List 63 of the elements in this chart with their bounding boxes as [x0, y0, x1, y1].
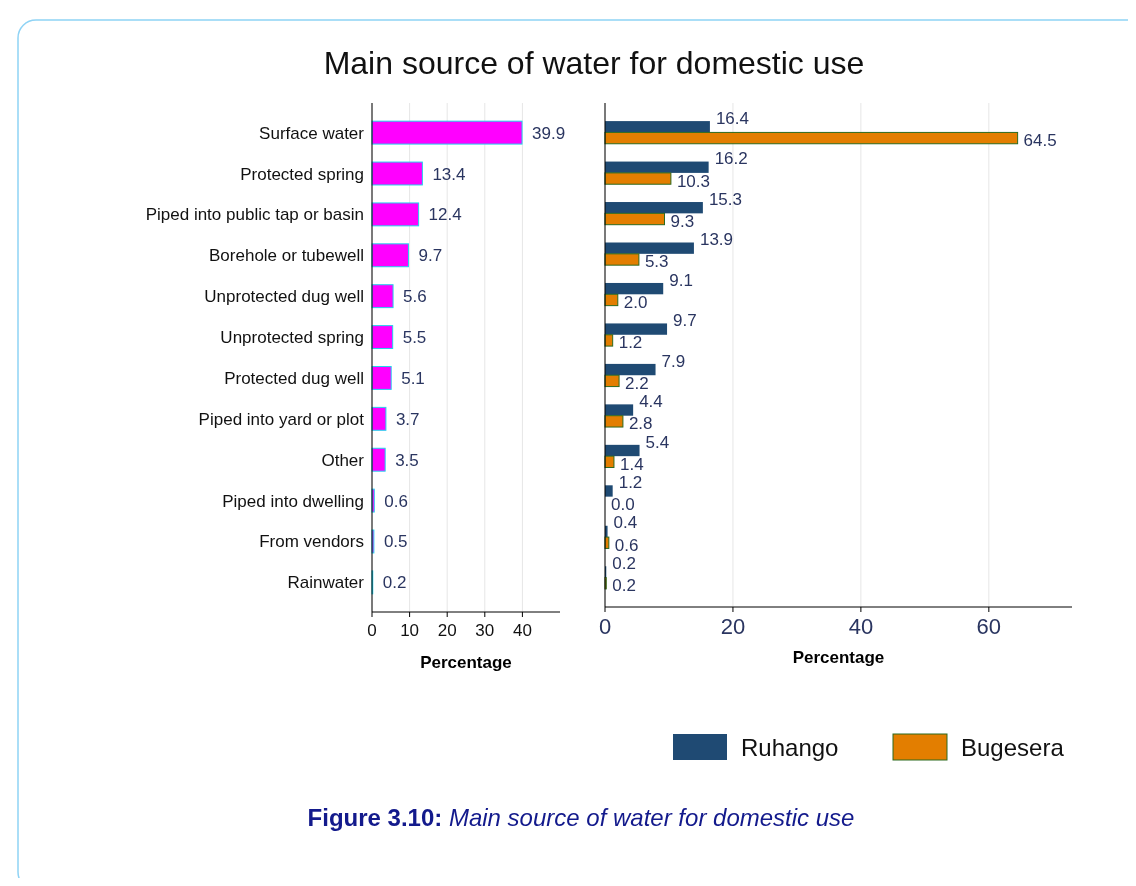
data-label: 1.2 [618, 472, 643, 492]
caption: Figure 3.10: Main source of water for domestic use [307, 804, 855, 831]
x-tick-label: 10 [400, 621, 420, 640]
x-tick-label: 0 [367, 621, 377, 640]
data-label: 16.4 [715, 108, 750, 128]
data-label: 9.3 [670, 212, 695, 232]
y-tick-label: Other [321, 450, 365, 470]
data-label: 9.1 [669, 270, 693, 290]
x-tick-label: 40 [848, 614, 874, 639]
data-label: 2.8 [628, 414, 653, 434]
y-tick-label: Unprotected dug well [204, 287, 364, 307]
y-tick-label: Piped into dwelling [222, 491, 364, 511]
data-label: 5.3 [644, 252, 669, 272]
data-label: 9.7 [673, 311, 697, 331]
data-label: 9.7 [418, 246, 443, 266]
data-label: 12.4 [428, 205, 462, 225]
data-label: 15.3 [708, 189, 742, 209]
data-label: 0.6 [614, 535, 639, 555]
x-axis-title: Percentage [420, 653, 512, 672]
data-label: 4.4 [639, 392, 663, 412]
data-label: 0.2 [612, 553, 636, 573]
data-label: 16.2 [714, 149, 748, 169]
y-tick-label: Unprotected spring [220, 328, 364, 348]
data-label: 7.9 [661, 351, 686, 371]
x-tick-label: 60 [976, 614, 1002, 639]
x-axis-title: Percentage [792, 648, 885, 667]
x-tick-label: 20 [720, 614, 746, 639]
data-label: 5.6 [403, 287, 427, 307]
y-tick-label: Surface water [259, 123, 365, 143]
y-tick-label: Piped into public tap or basin [145, 205, 364, 225]
data-label: 5.5 [402, 328, 427, 348]
data-label: 0.5 [383, 532, 408, 552]
data-label: 3.5 [395, 450, 419, 470]
data-label: 13.9 [699, 230, 734, 250]
x-tick-label: 0 [598, 614, 612, 639]
data-label: 0.2 [382, 573, 407, 593]
data-label: 10.3 [676, 171, 710, 191]
data-label: 0.4 [613, 513, 638, 533]
y-tick-label: From vendors [259, 532, 364, 552]
x-tick-label: 40 [512, 621, 532, 640]
data-label: 0.0 [611, 495, 635, 515]
x-tick-label: 30 [475, 621, 495, 640]
legend-label: Ruhango [741, 734, 839, 761]
chart-title: Main source of water for domestic use [323, 45, 865, 81]
data-label: 0.6 [384, 491, 408, 511]
data-label: 13.4 [432, 164, 466, 184]
y-tick-label: Borehole or tubewell [209, 246, 364, 266]
data-label: 39.9 [532, 123, 566, 143]
data-label: 3.7 [395, 409, 420, 429]
data-label: 5.4 [645, 432, 670, 452]
data-label: 1.2 [618, 333, 643, 353]
data-label: 2.2 [625, 373, 649, 393]
data-label: 0.2 [612, 576, 636, 596]
data-label: 64.5 [1023, 131, 1057, 151]
data-label: 1.4 [619, 454, 644, 474]
legend-label: Bugesera [961, 734, 1065, 761]
y-tick-label: Protected spring [240, 164, 364, 184]
y-tick-label: Protected dug well [224, 368, 364, 388]
data-label: 5.1 [401, 368, 425, 388]
y-tick-label: Rainwater [287, 573, 365, 593]
y-tick-label: Piped into yard or plot [198, 409, 365, 429]
x-tick-label: 20 [437, 621, 457, 640]
data-label: 2.0 [623, 292, 648, 312]
